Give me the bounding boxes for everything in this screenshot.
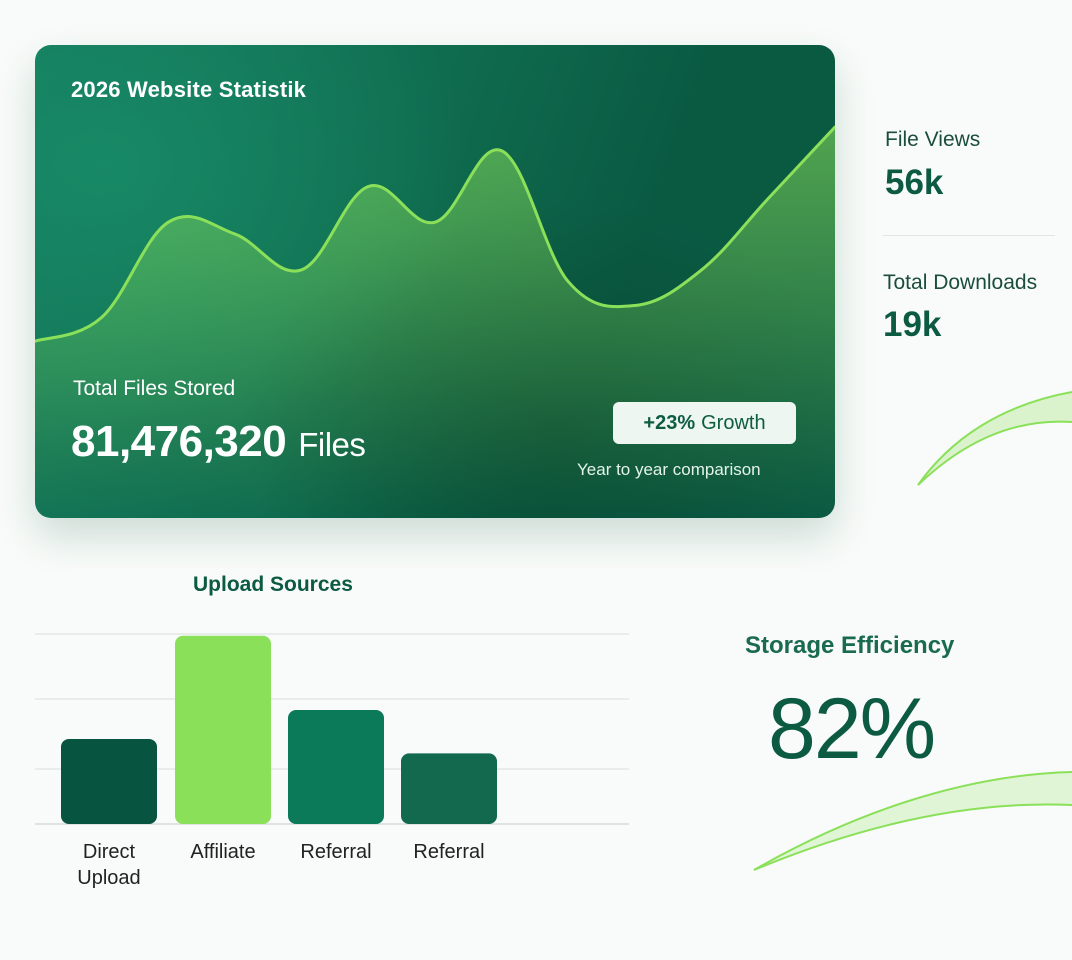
total-files-number: 81,476,320 <box>71 417 287 466</box>
bar-referral <box>401 753 497 824</box>
upload-sources-title: Upload Sources <box>193 573 353 596</box>
bar-affiliate <box>175 635 271 824</box>
file-views-label: File Views <box>885 128 981 151</box>
growth-value: +23% <box>643 411 696 434</box>
stats-divider <box>883 235 1055 236</box>
growth-label: Growth <box>701 411 766 434</box>
total-downloads-label: Total Downloads <box>883 271 1038 294</box>
hero-title: 2026 Website Statistik <box>71 77 307 102</box>
total-files-value: 81,476,320 Files <box>71 417 366 467</box>
comparison-note: Year to year comparison <box>577 460 761 479</box>
total-downloads-value: 19k <box>883 305 942 344</box>
trend-line <box>35 125 835 343</box>
file-views-value: 56k <box>885 163 944 202</box>
bar-label: Referral <box>300 841 371 863</box>
upload-sources-chart: Direct Upload Affiliate Referral Referral <box>35 633 629 889</box>
hero-subtitle: Total Files Stored <box>73 377 236 400</box>
bar-label: Referral <box>413 841 484 863</box>
growth-badge: +23% Growth <box>613 402 796 444</box>
hero-card: 2026 Website Statistik Total Files Store… <box>35 45 835 518</box>
storage-efficiency-value: 82% <box>768 681 936 777</box>
total-files-unit: Files <box>298 426 366 463</box>
storage-efficiency-label: Storage Efficiency <box>745 632 955 659</box>
bar-direct-upload <box>61 738 157 824</box>
decorative-swoosh-top <box>917 391 1072 486</box>
bar-label: Direct Upload <box>77 841 140 889</box>
bar-referral <box>288 710 384 824</box>
bar-label: Affiliate <box>190 841 255 863</box>
